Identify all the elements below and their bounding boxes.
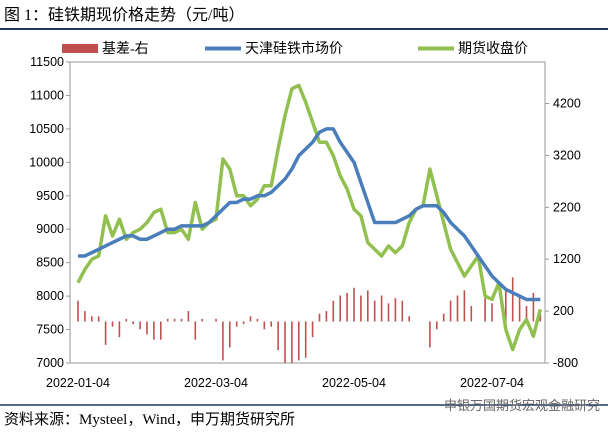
bar	[304, 321, 307, 358]
bar	[111, 321, 114, 327]
bar	[235, 321, 238, 327]
bar	[166, 318, 169, 322]
bar	[525, 305, 528, 322]
bar	[139, 321, 141, 330]
y-tick-label: 7000	[36, 356, 64, 370]
bar	[118, 321, 121, 338]
y2-tick-label: -800	[553, 356, 578, 370]
bar	[346, 292, 348, 322]
y2-tick-label: 3200	[553, 148, 581, 162]
bar	[401, 300, 404, 322]
bar	[270, 321, 272, 327]
bar	[511, 277, 514, 322]
line	[78, 127, 541, 302]
x-tick-label: 2022-01-04	[46, 376, 110, 390]
bar	[318, 313, 321, 322]
bar	[311, 321, 314, 338]
bar	[91, 316, 93, 322]
bar	[222, 321, 224, 361]
source: 资料来源：Mysteel，Wind，申万期货研究所	[4, 411, 295, 428]
y-tick-label: 10500	[29, 122, 64, 136]
legend-label: 天津硅铁市场价	[245, 40, 343, 57]
y-tick-label: 11000	[30, 88, 64, 102]
bar	[256, 318, 259, 322]
bar	[263, 321, 266, 330]
bar	[215, 318, 217, 322]
bar	[518, 295, 521, 322]
bar	[463, 290, 466, 322]
chart-title: 图 1：硅铁期现价格走势（元/吨）	[4, 6, 244, 24]
line	[76, 83, 542, 352]
bar	[325, 311, 328, 322]
y2-tick-label: 2200	[553, 200, 581, 214]
bar	[229, 321, 231, 348]
bar	[201, 318, 203, 322]
bar	[249, 316, 252, 322]
y2-tick-label: 4200	[553, 97, 581, 111]
watermark: 申银万国期货宏观金融研究	[444, 398, 600, 413]
y-tick-label: 11500	[30, 55, 64, 69]
bar	[505, 290, 507, 322]
legend-swatch	[62, 44, 98, 53]
y-tick-label: 9500	[36, 189, 64, 203]
bar	[408, 316, 410, 322]
x-tick-label: 2022-03-04	[184, 376, 248, 390]
y-tick-label: 8000	[36, 289, 64, 303]
bar	[470, 305, 473, 322]
y-tick-label: 8500	[36, 256, 64, 270]
bar	[104, 321, 107, 345]
bar	[539, 313, 542, 322]
bar	[77, 300, 79, 322]
bar	[277, 321, 279, 351]
y-tick-label: 9000	[36, 222, 64, 236]
bar	[242, 321, 245, 325]
bar	[132, 321, 134, 325]
bar	[153, 321, 155, 340]
bar	[484, 298, 486, 322]
legend-label: 基差-右	[102, 40, 149, 57]
y2-tick-label: 1200	[553, 252, 581, 266]
x-tick-label: 2022-07-04	[460, 376, 524, 390]
bar	[429, 321, 431, 348]
bar	[394, 298, 397, 322]
bar	[84, 311, 86, 322]
title-rule	[0, 28, 608, 30]
bar	[332, 300, 335, 322]
bar	[187, 311, 190, 322]
bar	[125, 318, 128, 322]
bar	[373, 300, 376, 322]
legend-label: 期货收盘价	[458, 40, 528, 57]
y-tick-label: 7500	[36, 323, 64, 337]
bar	[367, 290, 369, 322]
bar	[380, 295, 383, 322]
bar	[442, 313, 445, 322]
bar	[436, 321, 438, 330]
bar	[291, 321, 293, 363]
bar	[160, 321, 162, 340]
bar	[360, 295, 362, 322]
bar	[387, 303, 390, 322]
bar	[456, 295, 459, 322]
bar	[353, 287, 355, 322]
bar	[491, 303, 493, 322]
y-tick-label: 10000	[29, 155, 64, 169]
bar	[180, 318, 183, 322]
bar	[532, 292, 535, 322]
bar	[173, 318, 176, 322]
bar	[449, 300, 452, 322]
bar	[284, 321, 286, 363]
bar	[97, 316, 100, 322]
y2-tick-label: 200	[553, 304, 574, 318]
bar	[194, 321, 197, 340]
x-tick-label: 2022-05-04	[322, 376, 386, 390]
bar	[146, 321, 148, 335]
bar	[298, 321, 300, 361]
plot-frame	[69, 61, 546, 364]
bar	[339, 295, 341, 322]
